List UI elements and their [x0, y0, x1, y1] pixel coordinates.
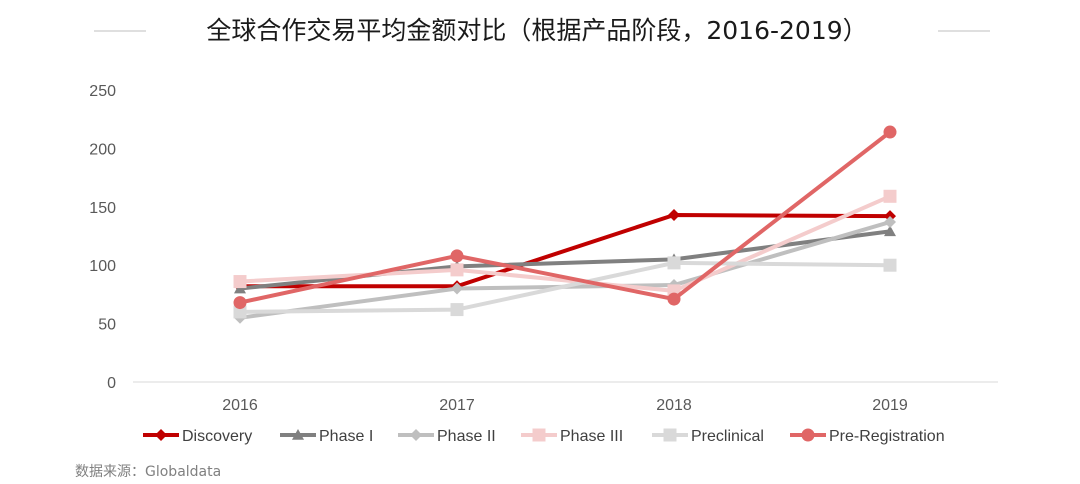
series-pre-registration: [233, 125, 897, 310]
data-point-phase-iii: [883, 189, 897, 203]
data-point-preclinical: [233, 305, 247, 319]
data-point-pre-registration: [233, 296, 247, 310]
data-point-pre-registration: [883, 125, 897, 139]
data-point-pre-registration: [667, 292, 681, 306]
source-note: 数据来源：Globaldata: [75, 464, 221, 480]
series-preclinical: [233, 256, 897, 319]
data-point-phase-iii: [450, 263, 464, 277]
legend-item-preclinical: Preclinical: [652, 428, 764, 445]
y-tick-label: 0: [107, 375, 116, 392]
y-tick-label: 200: [89, 141, 116, 158]
legend-item-phase-i: Phase I: [280, 428, 373, 445]
legend-label: Pre-Registration: [829, 428, 945, 445]
data-point-pre-registration: [450, 249, 464, 263]
data-point-phase-ii: [884, 215, 896, 228]
data-point-preclinical: [667, 256, 681, 270]
data-point-phase-ii: [451, 282, 463, 295]
x-tick-label: 2017: [439, 397, 475, 414]
legend-swatch-marker: [532, 428, 546, 442]
series-line-pre-registration: [238, 130, 892, 305]
y-axis: 0 50 100 150 200 250: [89, 83, 116, 392]
legend-item-phase-iii: Phase III: [521, 428, 623, 445]
data-point-phase-i: [884, 225, 896, 237]
legend-label: Phase II: [437, 428, 496, 445]
series-phase-ii: [234, 215, 896, 324]
legend-swatch-marker: [663, 428, 677, 442]
y-tick-label: 100: [89, 258, 116, 275]
y-tick-label: 250: [89, 83, 116, 100]
series-line-preclinical: [238, 260, 892, 314]
series-line-phase-ii: [238, 219, 892, 320]
legend-swatch-marker: [292, 429, 304, 440]
legend-item-phase-ii: Phase II: [398, 428, 496, 445]
legend-label: Phase I: [319, 428, 373, 445]
legend-item-pre-registration: Pre-Registration: [790, 428, 945, 445]
legend-label: Discovery: [182, 428, 252, 445]
x-tick-label: 2018: [656, 397, 692, 414]
series-line-phase-iii: [238, 194, 892, 293]
series-phase-iii: [233, 189, 897, 298]
legend: Discovery Phase I Phase II Phase III Preclin…: [143, 428, 945, 445]
x-axis: 2016 2017 2018 2019: [222, 397, 908, 414]
data-point-preclinical: [883, 258, 897, 272]
x-tick-label: 2019: [872, 397, 908, 414]
legend-label: Preclinical: [691, 428, 764, 445]
data-point-phase-iii: [233, 275, 247, 289]
legend-swatch-marker: [410, 429, 422, 441]
y-tick-label: 50: [98, 317, 116, 334]
x-tick-label: 2016: [222, 397, 258, 414]
legend-label: Phase III: [560, 428, 623, 445]
legend-swatch-marker: [155, 429, 167, 441]
data-point-discovery: [668, 208, 680, 221]
legend-item-discovery: Discovery: [143, 428, 252, 445]
legend-swatch-marker: [801, 428, 815, 442]
y-tick-label: 150: [89, 200, 116, 217]
chart-title: 全球合作交易平均金额对比（根据产品阶段，2016-2019）: [206, 16, 867, 45]
data-point-preclinical: [450, 303, 464, 317]
series-layer: [233, 125, 897, 324]
